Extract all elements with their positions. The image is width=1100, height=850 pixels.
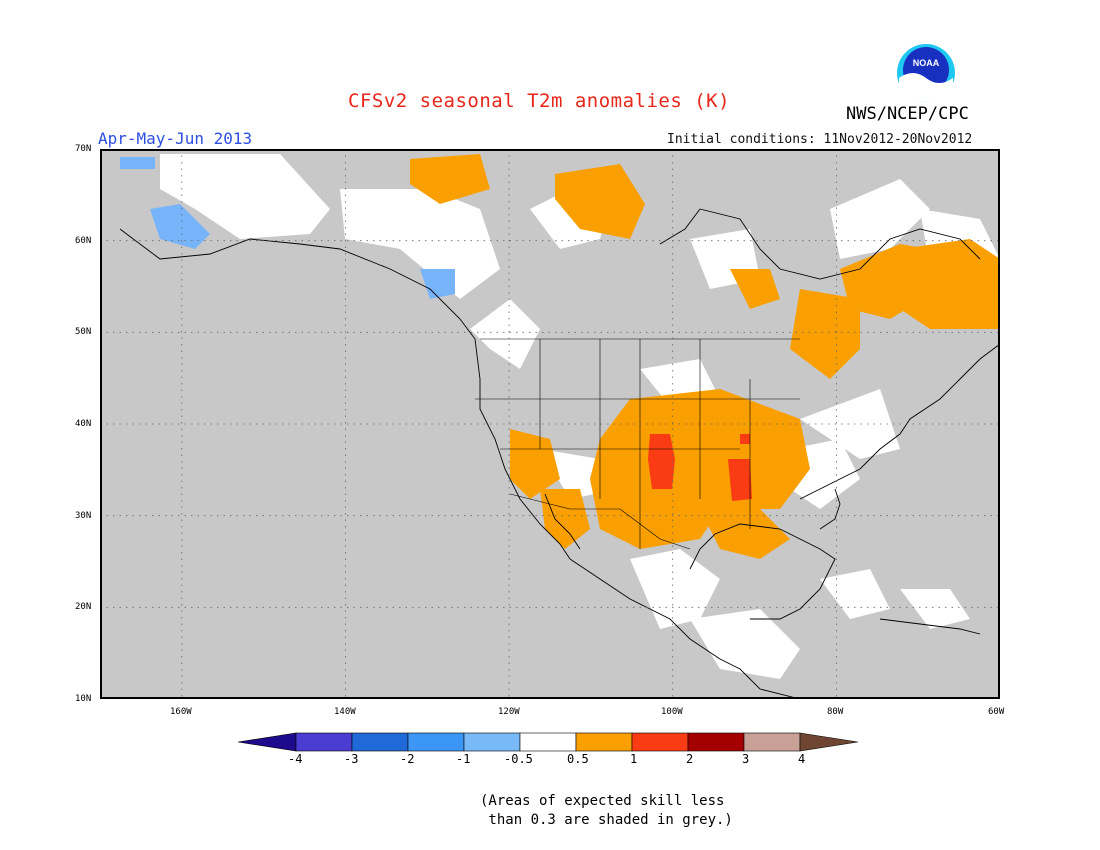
lon-label-140w: 140W <box>334 707 356 717</box>
lon-label-160w: 160W <box>170 707 192 717</box>
colorbar-label-neg0-5: -0.5 <box>504 752 533 766</box>
graticule <box>100 149 1000 699</box>
coastlines <box>119 208 1000 699</box>
colorbar-label-3: 3 <box>742 752 750 766</box>
lat-label-50n: 50N <box>75 327 92 337</box>
colorbar-label-4: 4 <box>798 752 806 766</box>
colorbar-cell <box>631 732 689 752</box>
colorbar-label-neg3: -3 <box>344 752 359 766</box>
lon-label-120w: 120W <box>498 707 520 717</box>
colorbar-label-1: 1 <box>630 752 638 766</box>
colorbar-cell <box>351 732 409 752</box>
warm-anomaly-regions <box>410 154 1000 559</box>
lat-label-20n: 20N <box>75 602 92 612</box>
political-borders <box>475 338 800 550</box>
noaa-logo: NOAA <box>897 44 955 102</box>
colorbar-cell <box>295 732 353 752</box>
cool-anomaly-regions <box>120 157 455 299</box>
agency-label: NWS/NCEP/CPC <box>846 104 969 124</box>
lat-label-10n: 10N <box>75 694 92 704</box>
colorbar-label-neg1: -1 <box>456 752 471 766</box>
colorbar-label-neg4: -4 <box>288 752 303 766</box>
colorbar-cell <box>519 732 577 752</box>
noaa-logo-text: NOAA <box>913 58 940 68</box>
map-frame <box>100 149 1000 699</box>
colorbar-cell <box>743 732 801 752</box>
chart-title: CFSv2 seasonal T2m anomalies (K) <box>348 90 731 112</box>
colorbar-cell <box>575 732 633 752</box>
lat-label-40n: 40N <box>75 419 92 429</box>
colorbar-label-2: 2 <box>686 752 694 766</box>
colorbar-label-neg2: -2 <box>400 752 415 766</box>
colorbar-cell <box>799 732 859 752</box>
colorbar-label-0-5: 0.5 <box>567 752 589 766</box>
colorbar-cell <box>463 732 521 752</box>
hot-anomaly-regions <box>648 434 752 501</box>
lat-label-30n: 30N <box>75 511 92 521</box>
colorbar-cell <box>407 732 465 752</box>
lon-label-80w: 80W <box>827 707 844 717</box>
lon-label-60w: 60W <box>988 707 1005 717</box>
colorbar-cell <box>687 732 745 752</box>
lat-label-70n: 70N <box>75 144 92 154</box>
colorbar-cell <box>238 732 297 752</box>
lon-label-100w: 100W <box>661 707 683 717</box>
skill-note: (Areas of expected skill less than 0.3 a… <box>480 793 733 828</box>
anomaly-map <box>100 149 1000 699</box>
colorbar <box>238 732 859 752</box>
season-label: Apr-May-Jun 2013 <box>98 129 253 148</box>
lat-label-60n: 60N <box>75 236 92 246</box>
initial-conditions-label: Initial conditions: 11Nov2012-20Nov2012 <box>667 132 973 147</box>
